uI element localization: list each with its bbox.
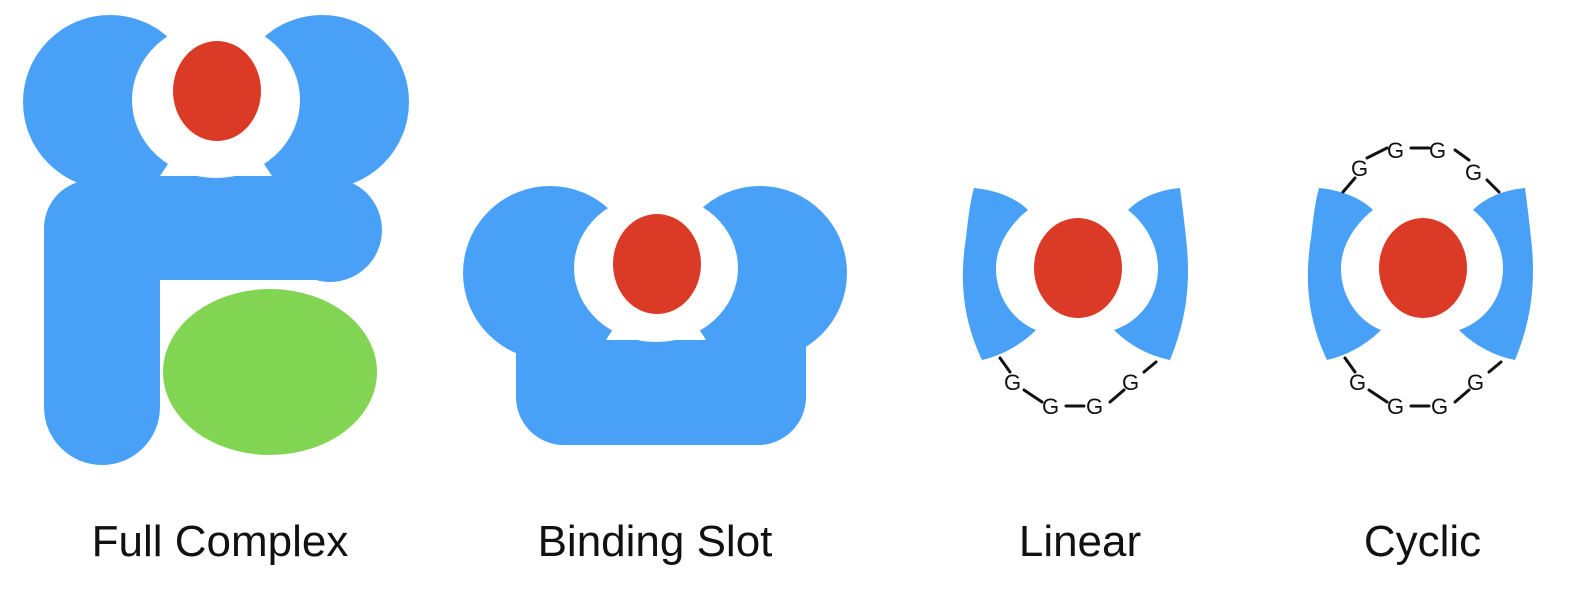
partner-ellipse	[163, 289, 377, 455]
linker-residue: G	[1351, 156, 1368, 181]
linear-diagram: G G G G	[962, 188, 1189, 419]
ligand-ellipse	[173, 41, 261, 141]
right-half-receptor	[1114, 188, 1189, 360]
receptor-halves	[1307, 188, 1534, 360]
cyclic-diagram: G G G G G G G G	[1307, 138, 1534, 419]
receptor-halves	[962, 188, 1189, 360]
left-half-receptor	[1307, 188, 1381, 360]
linker-residue: G	[1086, 394, 1103, 419]
linker-residue: G	[1429, 138, 1446, 163]
linker-chain-top	[1341, 146, 1501, 194]
linker-residue: G	[1004, 370, 1021, 395]
ligand-ellipse	[1034, 218, 1122, 318]
linker-residue: G	[1349, 370, 1366, 395]
linker-chain-bottom	[1343, 356, 1503, 408]
linker-residue: G	[1387, 394, 1404, 419]
full-complex-diagram	[23, 15, 409, 465]
caption-full-complex: Full Complex	[91, 517, 349, 566]
left-half-receptor	[962, 188, 1036, 360]
linker-residue: G	[1467, 370, 1484, 395]
panel-cyclic: G G G G G G G G Cyclic	[1245, 0, 1584, 594]
ligand-ellipse	[1379, 218, 1467, 318]
panel-binding-slot: Binding Slot	[440, 0, 870, 594]
panel-full-complex: Full Complex	[0, 0, 440, 594]
linker-residue: G	[1465, 160, 1482, 185]
right-half-receptor	[1459, 188, 1534, 360]
caption-linear: Linear	[1018, 517, 1142, 566]
ligand-ellipse	[613, 214, 701, 314]
linker-residue: G	[1387, 138, 1404, 163]
caption-binding-slot: Binding Slot	[537, 517, 773, 566]
linker-chain	[998, 356, 1158, 408]
linker-residue: G	[1122, 370, 1139, 395]
linker-residue: G	[1431, 394, 1448, 419]
linker-residue: G	[1042, 394, 1059, 419]
panel-linear: G G G G Linear	[900, 0, 1260, 594]
caption-cyclic: Cyclic	[1363, 517, 1482, 566]
binding-slot-diagram	[463, 186, 847, 445]
